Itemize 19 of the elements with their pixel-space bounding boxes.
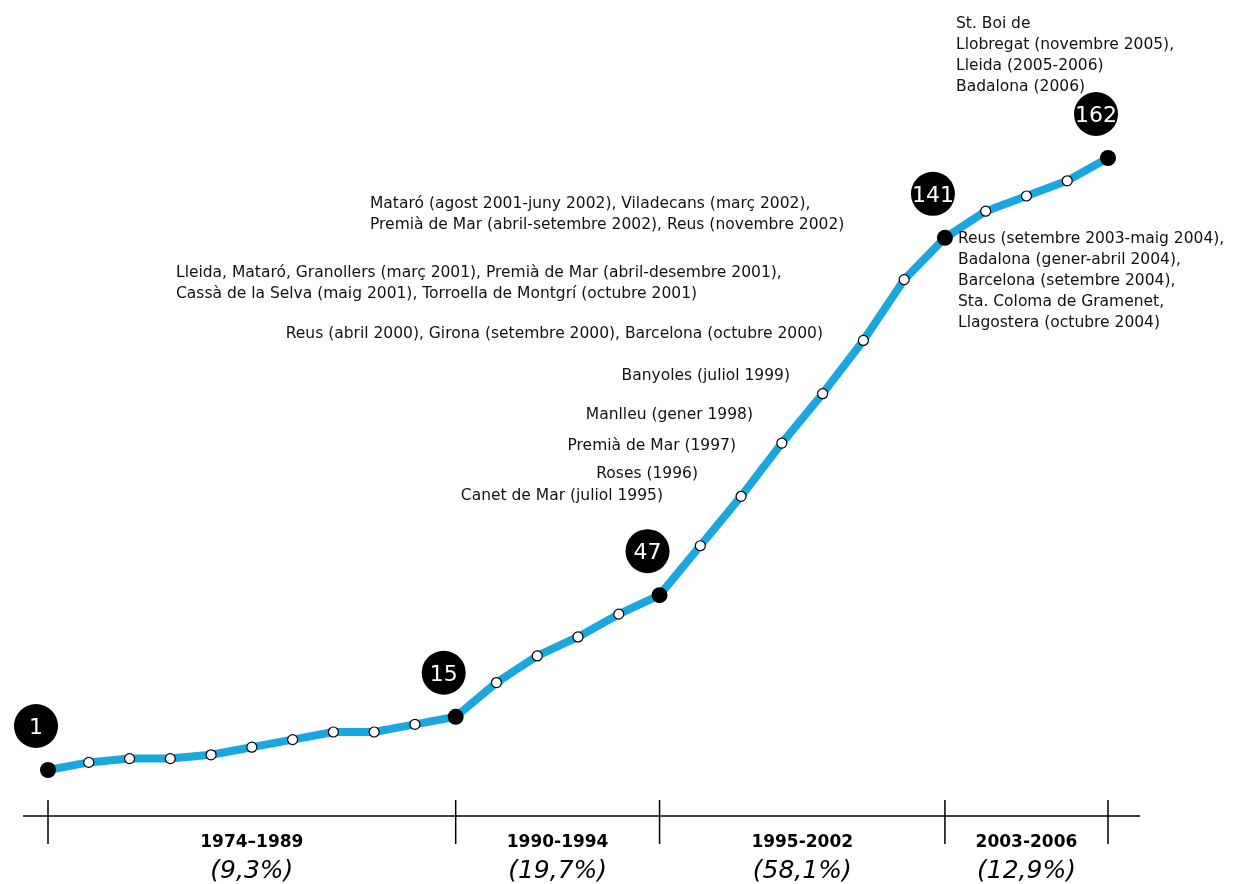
annotation: Roses (1996)	[596, 464, 698, 482]
data-label: 15	[429, 660, 458, 686]
annotation: Banyoles (juliol 1999)	[621, 366, 790, 384]
data-label: 141	[911, 181, 954, 207]
data-label: 162	[1075, 102, 1117, 127]
data-label: 47	[633, 539, 662, 565]
annotation: Reus (abril 2000), Girona (setembre 2000), Barcelona (octubre 2000)	[285, 324, 823, 342]
annotation: Premià de Mar (1997)	[567, 436, 736, 454]
annotation: Mataró (agost 2001-juny 2002), Viladecans (març 2002), Premià de Mar (abril-setembre 2002), Reus (novembre 2002)	[370, 194, 845, 233]
data-label: 1	[29, 714, 43, 739]
text: 1995-2002 (58,1%)	[751, 831, 854, 884]
annotation: Canet de Mar (juliol 1995)	[460, 486, 663, 504]
text: 1990-1994 (19,7%)	[506, 831, 609, 884]
annotation: Reus (setembre 2003-maig 2004), Badalona (gener-abril 2004), Barcelona (setembre 2004), Sta. Coloma de Gramenet, Llagostera (octubre 2004)	[958, 229, 1225, 331]
annotation: Manlleu (gener 1998)	[585, 405, 753, 423]
text: 1974–1989 (9,3%)	[200, 831, 304, 884]
text: 2003-2006 (12,9%)	[975, 831, 1078, 884]
annotation: Lleida, Mataró, Granollers (març 2001), Premià de Mar (abril-desembre 2001), Cassà de la Selva (maig 2001), Torroella de Montgrí (octubre 2001)	[176, 263, 782, 302]
text: St. Boi de Llobregat (novembre 2005), Lleida (2005-2006) Badalona (2006)	[956, 14, 1175, 95]
